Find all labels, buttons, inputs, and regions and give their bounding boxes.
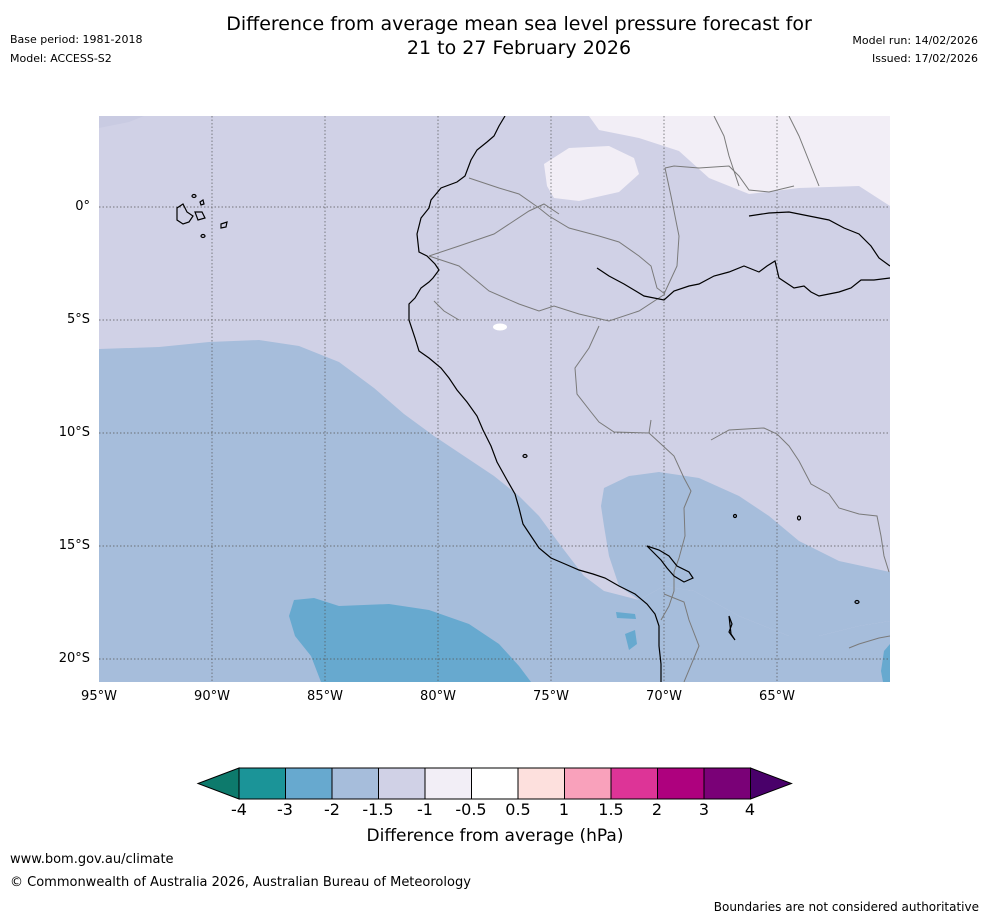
colorbar-swatch (517, 767, 565, 800)
colorbar-swatch (564, 767, 612, 800)
lon-label-90w: 90°W (194, 689, 230, 704)
lon-label-80w: 80°W (420, 689, 456, 704)
colorbar-tick: -3 (277, 800, 293, 819)
copyright-text: © Commonwealth of Australia 2026, Austra… (10, 875, 471, 890)
colorbar-tick: 2 (651, 800, 663, 819)
coastline (408, 116, 890, 682)
anomaly-region-minus-3-c (625, 630, 637, 650)
colorbar-swatch (703, 767, 751, 800)
map-title-line2: 21 to 27 February 2026 (406, 37, 632, 59)
colorbar-tick: -2 (324, 800, 340, 819)
forecast-map (99, 116, 890, 682)
base-period-text: Base period: 1981-2018 (10, 33, 143, 46)
colorbar-swatch (471, 767, 519, 800)
colorbar-tick: -0.5 (455, 800, 487, 819)
country-borders (428, 116, 890, 682)
colorbar-swatch (610, 767, 658, 800)
lon-label-65w: 65°W (759, 689, 795, 704)
colorbar-arrow-high (750, 767, 793, 800)
anomaly-region-neutral (493, 323, 507, 331)
colorbar-tick: 4 (744, 800, 756, 819)
anomaly-region-minus-1-b (544, 146, 639, 201)
islands (176, 193, 860, 641)
colorbar-tick: 0.5 (505, 800, 531, 819)
colorbar-tick: -1.5 (362, 800, 394, 819)
colorbar-tick: 1 (558, 800, 570, 819)
colorbar-swatch (331, 767, 379, 800)
colorbar-tick: -1 (417, 800, 433, 819)
lat-label-5s: 5°S (66, 312, 90, 327)
anomaly-region-minus-2-a (99, 340, 890, 682)
lat-label-0: 0° (75, 199, 90, 214)
bom-website-link[interactable]: www.bom.gov.au/climate (10, 852, 174, 867)
anomaly-region-minus-3-d (881, 644, 890, 682)
map-title-line1: Difference from average mean sea level p… (226, 13, 812, 35)
model-text: Model: ACCESS-S2 (10, 52, 112, 65)
colorbar-swatch (285, 767, 333, 800)
colorbar-title: Difference from average (hPa) (366, 826, 624, 846)
map-title: Difference from average mean sea level p… (0, 12, 988, 60)
lat-label-10s: 10°S (58, 425, 90, 440)
colorbar-swatch (657, 767, 705, 800)
colorbar-arrow-low (196, 767, 240, 800)
colorbar-tick: -4 (231, 800, 247, 819)
anomaly-region-minus-3-a (289, 598, 531, 682)
lat-label-20s: 20°S (58, 651, 90, 666)
disclaimer-text: Boundaries are not considered authoritat… (713, 900, 979, 914)
colorbar-tick: 3 (698, 800, 710, 819)
model-run-text: Model run: 14/02/2026 (852, 34, 978, 47)
lon-label-75w: 75°W (533, 689, 569, 704)
anomaly-shade-corner (99, 116, 144, 128)
issued-text: Issued: 17/02/2026 (871, 52, 978, 65)
graticule (99, 116, 890, 682)
anomaly-region-minus-2-b (601, 472, 890, 636)
lon-label-95w: 95°W (81, 689, 117, 704)
colorbar-swatch (238, 767, 286, 800)
lon-label-85w: 85°W (307, 689, 343, 704)
lon-label-70w: 70°W (646, 689, 682, 704)
colorbar (196, 767, 793, 800)
colorbar-swatch (424, 767, 472, 800)
lat-label-15s: 15°S (58, 538, 90, 553)
colorbar-swatch (378, 767, 426, 800)
anomaly-region-minus-3-b (616, 612, 636, 619)
colorbar-tick: 1.5 (598, 800, 624, 819)
